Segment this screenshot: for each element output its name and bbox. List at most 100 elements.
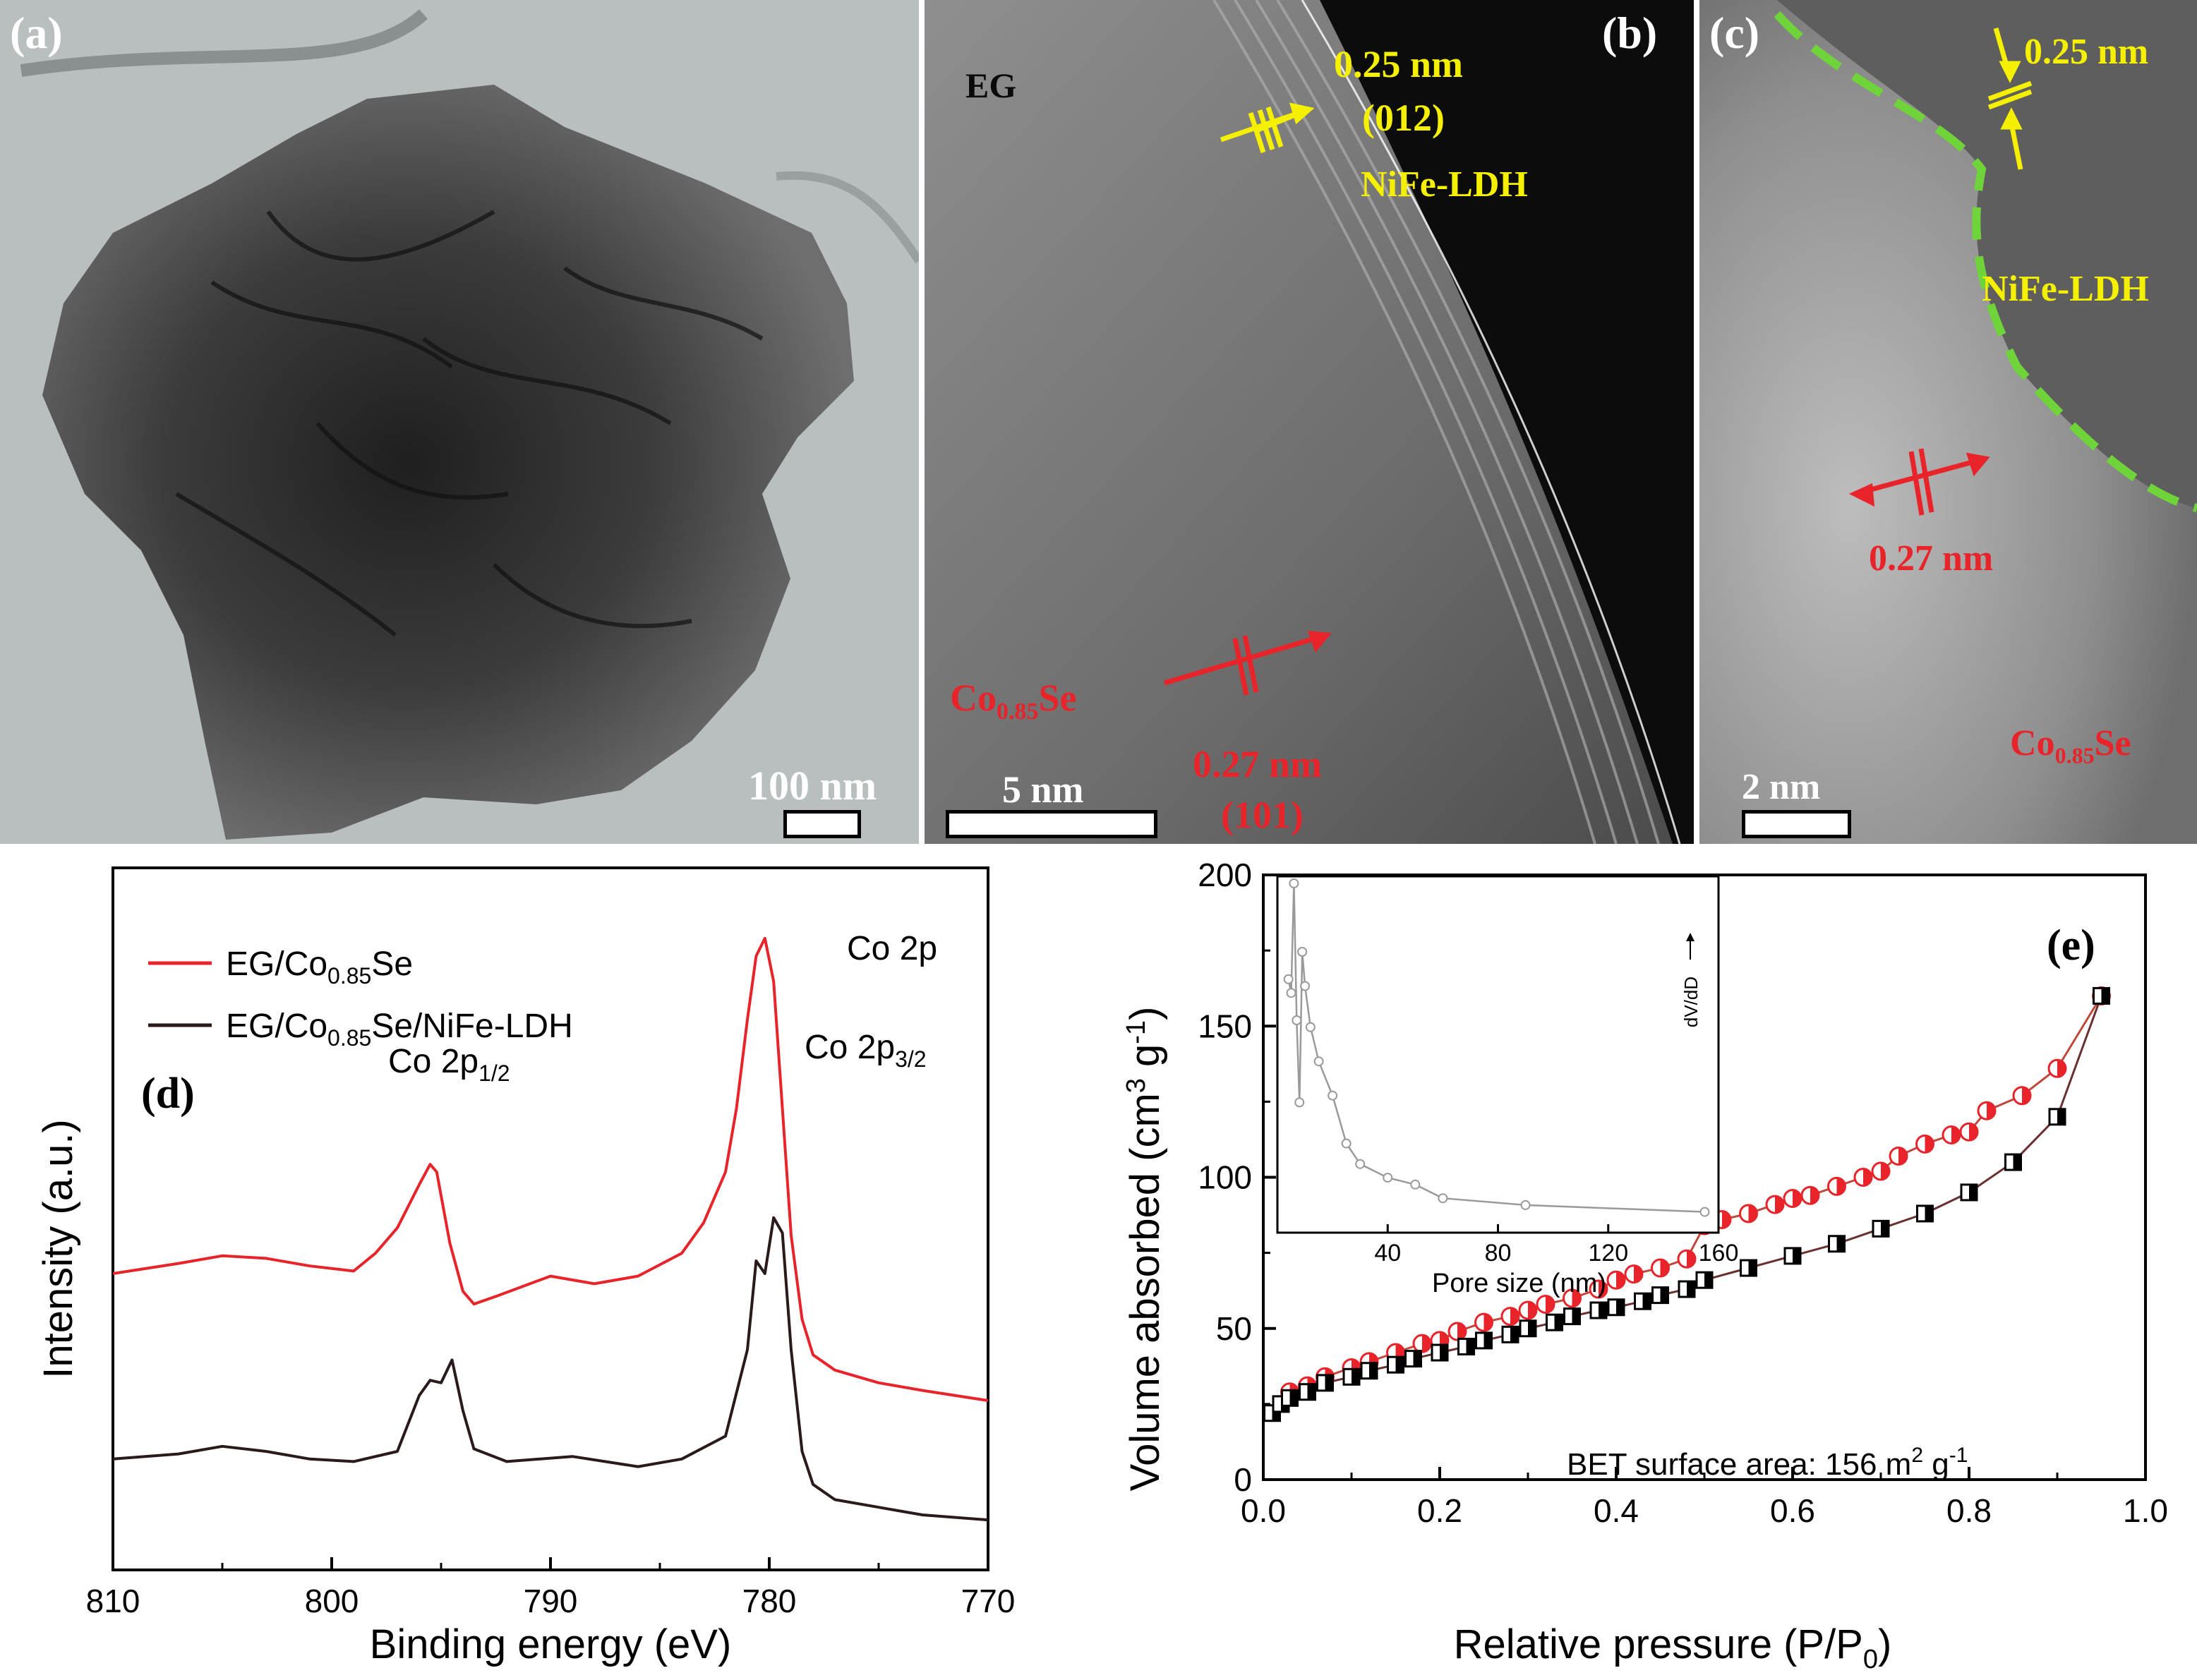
x-tick-label: 780 (742, 1583, 797, 1619)
desorption-point (1500, 1307, 1520, 1327)
y-tick-label: 100 (1198, 1159, 1252, 1196)
phase-bottom-end: Se (2094, 723, 2131, 763)
adsorption-point (1316, 1374, 1334, 1392)
desorption-point (1959, 1122, 1979, 1142)
x-tick-label: 0.2 (1417, 1492, 1462, 1529)
panel-d-legend: EG/Co0.85Se EG/Co0.85Se/NiFe-LDH (148, 945, 573, 1051)
desorption-point (1871, 1161, 1891, 1181)
panel-e-ticks: 0.0 0.2 0.4 0.6 0.8 1.0 0 50 100 150 200 (1198, 857, 2168, 1529)
phase-bottom-main: Co (950, 677, 997, 719)
panel-e-xlabel: Relative pressure (P/P0) (1454, 1621, 1892, 1674)
panel-b-phase-bottom: Co0.85Se (950, 676, 1077, 725)
adsorption-point (1695, 1271, 1714, 1289)
adsorption-point (1634, 1292, 1651, 1310)
x-tick-label: 790 (524, 1583, 578, 1619)
desorption-point (1412, 1334, 1432, 1353)
desorption-point (1827, 1176, 1846, 1196)
desorption-point (1563, 1288, 1582, 1308)
panel-d-title: Co 2p (847, 930, 937, 967)
adsorption-point (1960, 1183, 1978, 1202)
panel-d-xlabel: Binding energy (eV) (370, 1621, 732, 1667)
inset-point (1438, 1193, 1448, 1204)
annotation-co-2p12: Co 2p1/2 (388, 1043, 510, 1086)
legend-black-text: EG/Co0.85Se/NiFe-LDH (226, 1008, 573, 1051)
panel-b-label: (b) (1602, 8, 1658, 58)
panel-e-plot-area (1262, 874, 2147, 1481)
phase-bottom-sub: 0.85 (2054, 742, 2095, 768)
panel-a-label: (a) (10, 8, 63, 58)
panel-b-plane-top: (012) (1362, 97, 1445, 139)
phase-bottom-end: Se (1038, 677, 1077, 719)
inset-point (1297, 947, 1308, 957)
adsorption-point (1828, 1235, 1846, 1253)
panel-e-bet-chart: 0.0 0.2 0.4 0.6 0.8 1.0 0 50 100 150 200 40 80 120 16… (1121, 857, 2168, 1674)
annotation-co-2p32: Co 2p3/2 (805, 1029, 927, 1072)
adsorption-point (1457, 1337, 1475, 1355)
adsorption-point (1404, 1350, 1422, 1368)
inset-xlabel: Pore size (nm) (1432, 1269, 1606, 1298)
y-tick-label: 0 (1234, 1461, 1252, 1498)
yellow-spacing-marker (1220, 102, 1315, 154)
inset-point (1289, 878, 1299, 888)
adsorption-point (1360, 1362, 1378, 1380)
desorption-point (1447, 1322, 1467, 1341)
inset-point (1341, 1138, 1352, 1149)
panel-a-scale-bar (783, 810, 861, 838)
adsorption-point (1519, 1319, 1537, 1338)
inset-ylabel: dV/dD (1680, 977, 1702, 1027)
panel-a-scale-text: 100 nm (748, 763, 877, 809)
panel-c-hrtem-image: (c) 0.25 nm NiFe-LDH 0.27 nm Co0.85Se 2 … (1699, 0, 2197, 844)
panel-c-graphic (1699, 0, 2197, 844)
inset-point (1283, 974, 1294, 984)
desorption-point (1739, 1204, 1758, 1223)
adsorption-point (1342, 1367, 1361, 1386)
panel-b-markers (1164, 102, 1332, 696)
desorption-point (1765, 1195, 1785, 1214)
adsorption-point (1651, 1286, 1669, 1305)
inset-point (1286, 988, 1296, 998)
inset-x-tick-label: 40 (1374, 1240, 1401, 1267)
panel-d-xps-chart: 810 800 790 780 770 (d) EG/Co0.85Se EG/Co0.8… (35, 866, 1016, 1667)
x-tick-label: 1.0 (2123, 1492, 2168, 1529)
inset-point (1699, 1207, 1710, 1217)
phase-boundary-dashed (1774, 11, 2197, 512)
desorption-point (2047, 1058, 2067, 1078)
panel-b-plane-bottom: (101) (1221, 794, 1304, 836)
desorption-point (1518, 1300, 1538, 1320)
adsorption-point (2093, 986, 2110, 1005)
adsorption-point (2004, 1153, 2022, 1171)
desorption-point (1915, 1134, 1934, 1154)
y-tick-label: 50 (1216, 1310, 1252, 1347)
desorption-point (1677, 1249, 1697, 1269)
inset-x-tick-label: 160 (1699, 1240, 1739, 1267)
y-tick-label: 200 (1198, 857, 1252, 893)
desorption-point (1624, 1264, 1644, 1284)
inset-point (1520, 1199, 1531, 1210)
adsorption-point (1872, 1219, 1890, 1238)
x-tick-label: 0.4 (1594, 1492, 1639, 1529)
adsorption-point (1299, 1383, 1316, 1401)
x-tick-label: 770 (961, 1583, 1016, 1619)
inset-x-tick-label: 80 (1485, 1240, 1512, 1267)
desorption-point (1942, 1125, 1961, 1145)
desorption-point (1977, 1101, 1997, 1120)
desorption-point (1783, 1188, 1802, 1208)
panel-b-d-top: 0.25 nm (1334, 43, 1464, 85)
panel-d-x-ticks: 810 800 790 780 770 (86, 1557, 1016, 1619)
desorption-point (1889, 1147, 1908, 1166)
panel-b-eg-label: EG (965, 66, 1017, 105)
adsorption-point (1563, 1307, 1581, 1326)
series-line-eg-co085se-nife-ldh (112, 1216, 989, 1522)
desorption-point (2012, 1086, 2032, 1106)
adsorption-point (1740, 1259, 1757, 1277)
adsorption-point (1916, 1204, 1934, 1223)
desorption-point (1536, 1294, 1555, 1314)
panel-b-hrtem-image: (b) EG 0.25 nm (012) NiFe-LDH Co0.85Se 0… (925, 0, 1694, 844)
inset-point (1313, 1056, 1324, 1067)
x-tick-label: 0.8 (1946, 1492, 1992, 1529)
x-tick-label: 0.0 (1241, 1492, 1286, 1529)
inset-ylabel-arrowhead (1686, 933, 1695, 941)
inset-point (1328, 1090, 1338, 1101)
panel-b-scale-bar (946, 810, 1157, 838)
adsorption-point (1546, 1313, 1563, 1331)
